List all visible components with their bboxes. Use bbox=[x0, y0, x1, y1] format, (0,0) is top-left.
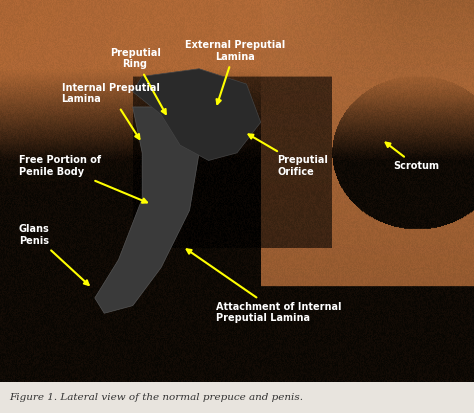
Text: Preputial
Ring: Preputial Ring bbox=[109, 48, 166, 114]
Polygon shape bbox=[133, 69, 261, 161]
Text: Scrotum: Scrotum bbox=[386, 142, 439, 171]
Text: Preputial
Orifice: Preputial Orifice bbox=[248, 134, 328, 177]
Text: Figure 1. Lateral view of the normal prepuce and penis.: Figure 1. Lateral view of the normal pre… bbox=[9, 393, 303, 402]
Text: Internal Preputial
Lamina: Internal Preputial Lamina bbox=[62, 83, 159, 139]
Text: Glans
Penis: Glans Penis bbox=[19, 224, 89, 285]
Polygon shape bbox=[95, 107, 199, 313]
Text: External Preputial
Lamina: External Preputial Lamina bbox=[184, 40, 285, 104]
Text: Attachment of Internal
Preputial Lamina: Attachment of Internal Preputial Lamina bbox=[187, 249, 341, 323]
Text: Free Portion of
Penile Body: Free Portion of Penile Body bbox=[19, 155, 147, 203]
